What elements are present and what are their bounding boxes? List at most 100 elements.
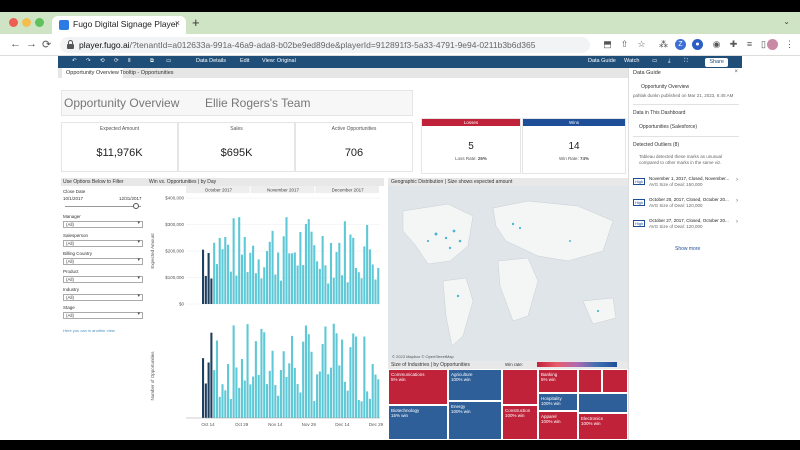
world-map[interactable] — [388, 186, 628, 361]
share-icon[interactable]: ⇧ — [620, 39, 629, 49]
winrate-legend-label: Win rate: — [505, 362, 524, 367]
kpi-expected-amount[interactable]: Expected Amount $11,976K — [61, 122, 178, 172]
tile-unlabeled-2[interactable] — [578, 369, 602, 393]
opportunity-bar — [360, 401, 363, 418]
manager-select[interactable]: (All) — [63, 221, 143, 228]
view-original-button[interactable]: View: Original — [262, 58, 296, 64]
comment-icon[interactable]: ▭ — [166, 58, 172, 64]
amount-bar — [277, 252, 280, 304]
reload-icon[interactable]: ⟳ — [42, 39, 52, 51]
opportunity-bar — [349, 347, 352, 418]
show-more-link[interactable]: Show more — [675, 246, 701, 252]
month-header-bg — [315, 186, 379, 193]
y-tick-label: $300,000 — [165, 222, 184, 227]
kpi-label: Sales — [230, 126, 243, 132]
salesperson-select[interactable]: (All) — [63, 240, 143, 247]
tab-tooltip-opportunities[interactable]: Tooltip - Opportunities — [120, 70, 174, 76]
new-tab-button[interactable]: + — [192, 15, 200, 30]
month-header: October 2017 — [205, 188, 233, 193]
puzzle-extensions-icon[interactable]: ✚ — [729, 39, 738, 49]
kpi-active-opportunities[interactable]: Active Opportunities 706 — [295, 122, 413, 172]
product-select[interactable]: (All) — [63, 276, 143, 283]
amount-bar — [338, 242, 341, 304]
close-window-button[interactable] — [9, 18, 18, 27]
kpi-wins[interactable]: Wins 14 Win Rate: 74% — [522, 118, 626, 174]
win-vs-opportunities-chart: Win vs. Opportunities | by Day October 2… — [146, 178, 384, 440]
avatar[interactable] — [767, 39, 778, 50]
geographic-map[interactable]: Geographic Distribution | Size shows exp… — [388, 178, 628, 361]
close-icon[interactable]: × — [734, 69, 738, 75]
sidebar-icon[interactable]: ▯ — [761, 39, 766, 49]
kpi-losses[interactable]: Losses 5 Loss Rate: 26% — [421, 118, 521, 174]
bookmark-star-icon[interactable]: ☆ — [637, 39, 646, 49]
extension-circle-icon[interactable]: ◉ — [712, 39, 721, 49]
amount-bar — [346, 282, 349, 304]
tile-hospitality[interactable]: Hospitality 100% win — [538, 393, 578, 411]
date-to[interactable]: 12/31/2017 — [119, 196, 142, 201]
browser-tab[interactable]: Fugo Digital Signage Player × — [52, 16, 186, 34]
title-container — [61, 90, 413, 116]
minimize-window-button[interactable] — [22, 18, 31, 27]
custom-view-icon[interactable]: ⧉ — [150, 58, 154, 64]
install-app-icon[interactable]: ⬒ — [603, 39, 612, 49]
share-button[interactable]: Share — [705, 58, 728, 67]
tile-construction[interactable]: Construction 100% win — [502, 405, 538, 440]
undo-icon[interactable]: ↶ — [72, 58, 77, 64]
tile-biotechnology[interactable]: Biotechnology 15% win — [388, 405, 448, 440]
tab-opportunity-overview[interactable]: Opportunity Overview — [62, 68, 123, 78]
tile-banking[interactable]: Banking 5% win — [538, 369, 578, 393]
stage-select[interactable]: (All) — [63, 312, 143, 319]
extension-cluster-icon[interactable]: ⁂ — [659, 39, 668, 49]
tile-agriculture[interactable]: Agriculture 100% win — [448, 369, 502, 401]
date-slider-track[interactable] — [65, 206, 141, 207]
opportunity-bar — [307, 334, 310, 418]
download-icon[interactable]: ⤓ — [668, 58, 671, 64]
billing-country-select[interactable]: (All) — [63, 258, 143, 265]
tile-unlabeled-4[interactable] — [578, 393, 628, 413]
tile-energy[interactable]: Energy 100% win — [448, 401, 502, 440]
opportunity-bar — [293, 367, 296, 418]
revert-icon[interactable]: ⟲ — [100, 58, 105, 64]
high-badge: High — [633, 220, 646, 227]
comment-toolbar-icon[interactable]: ▭ — [652, 58, 658, 64]
opportunity-bar — [260, 328, 263, 418]
address-bar[interactable]: player.fugo.ai/?tenantId=a012633a-991a-4… — [60, 37, 590, 53]
profile-z-icon[interactable]: Z — [675, 39, 686, 50]
date-slider-handle[interactable] — [133, 203, 139, 209]
redo-icon[interactable]: ↷ — [86, 58, 91, 64]
page-title: Opportunity Overview — [64, 96, 180, 110]
opportunity-bar — [316, 374, 319, 418]
maximize-window-button[interactable] — [35, 18, 44, 27]
pause-icon[interactable]: Ⅱ — [128, 58, 131, 64]
back-button[interactable]: ← — [10, 38, 21, 50]
tile-unlabeled-1[interactable] — [502, 369, 538, 405]
date-from[interactable]: 10/1/2017 — [63, 196, 84, 201]
kpi-sales[interactable]: Sales $695K — [178, 122, 295, 172]
data-guide-button[interactable]: Data Guide — [588, 58, 616, 64]
tab-close-icon[interactable]: × — [174, 18, 180, 28]
amount-bar — [354, 267, 358, 304]
refresh-icon[interactable]: ⟳ — [114, 58, 119, 64]
tile-apparel[interactable]: Apparel 100% win — [538, 411, 578, 440]
watch-button[interactable]: Watch — [624, 58, 640, 64]
opportunity-bar — [279, 370, 282, 418]
y-tick-label: $400,000 — [165, 196, 184, 201]
africa-shape — [497, 257, 539, 322]
extension-icon[interactable]: ● — [692, 39, 703, 50]
fullscreen-icon[interactable]: ⛶ — [684, 58, 688, 64]
tile-unlabeled-3[interactable] — [602, 369, 628, 393]
tile-electronics[interactable]: Electronics 100% win — [578, 413, 628, 440]
reading-list-icon[interactable]: ≡ — [746, 39, 753, 49]
tab-search-chevron-icon[interactable]: ⌄ — [783, 17, 790, 26]
opportunity-bar — [277, 395, 280, 418]
data-source-link[interactable]: Opportunities (Salesforce) — [639, 124, 698, 130]
bar-chart-svg[interactable]: October 2017 November 2017 December 2017 $4… — [146, 186, 384, 440]
edit-button[interactable]: Edit — [240, 58, 250, 64]
browser-menu-icon[interactable]: ⋮ — [785, 39, 794, 49]
filter-help-link[interactable]: Here you can in another view — [63, 328, 115, 333]
industry-select[interactable]: (All) — [63, 294, 143, 301]
tile-communications[interactable]: Communications 5% win — [388, 369, 448, 405]
forward-button[interactable]: → — [26, 38, 37, 50]
industry-treemap: Size of Industries | by Opportunities Wi… — [388, 361, 628, 440]
data-details-button[interactable]: Data Details — [196, 58, 226, 64]
